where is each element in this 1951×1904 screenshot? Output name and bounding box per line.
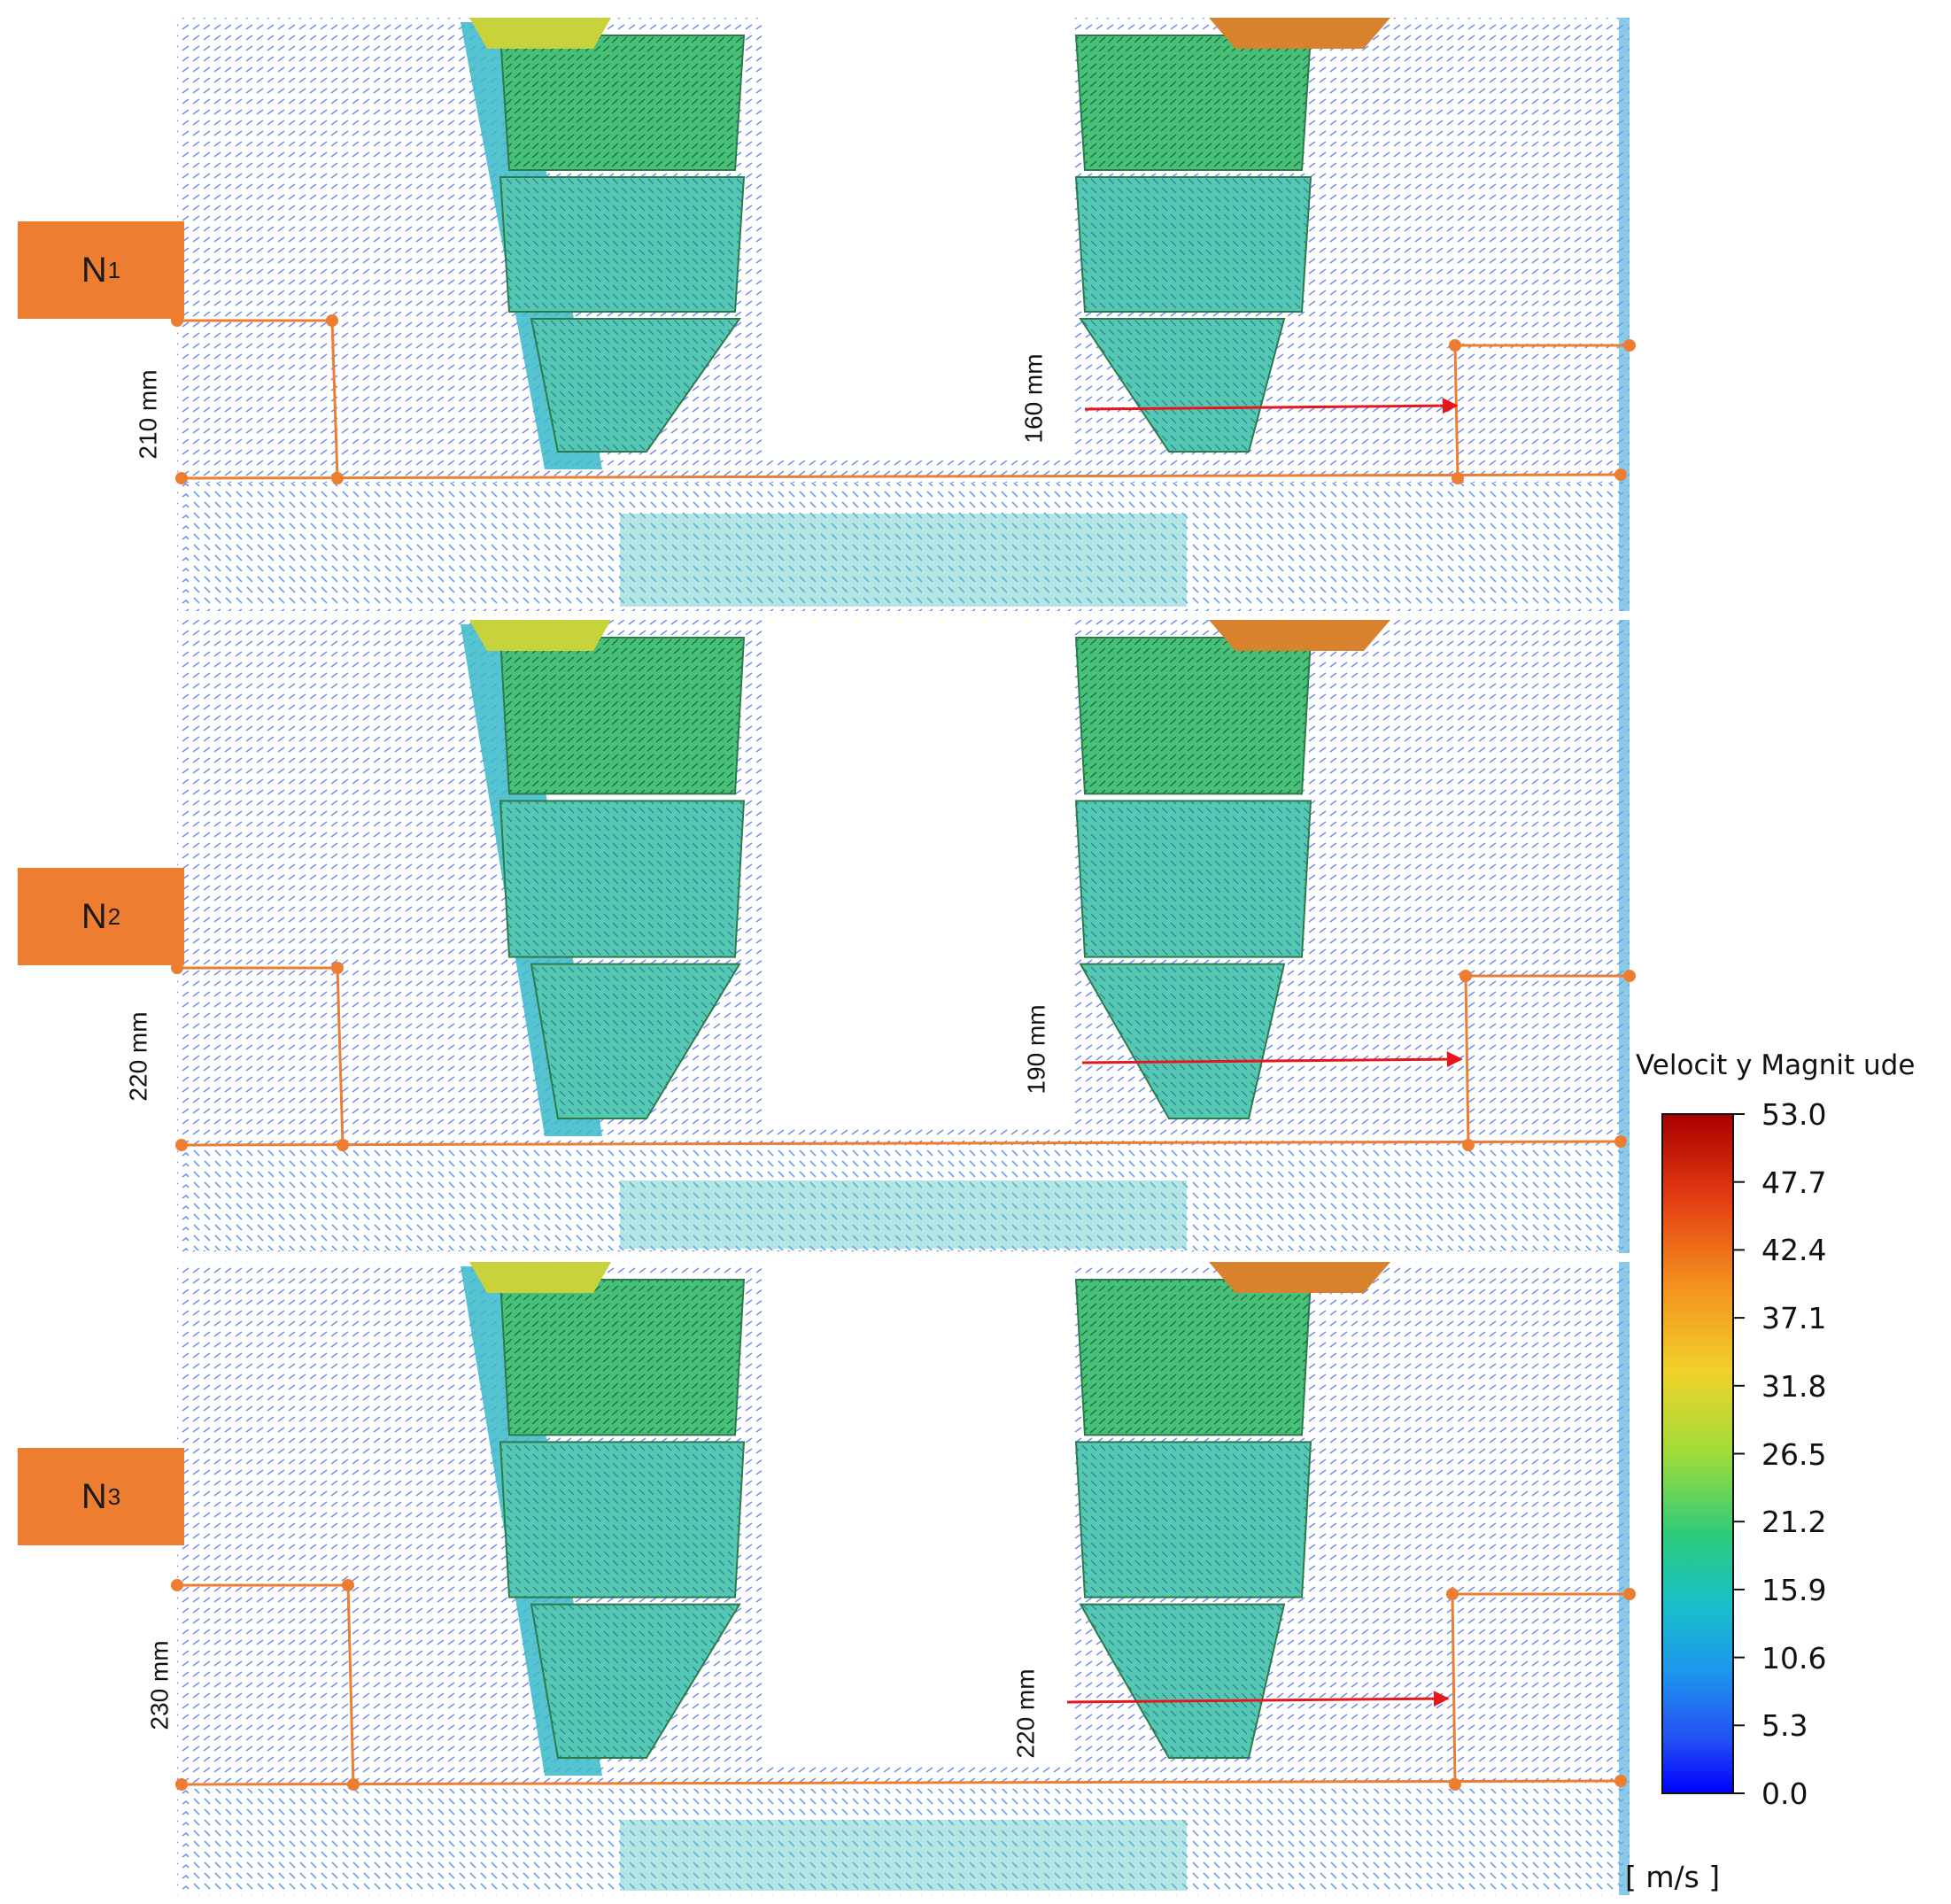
inlet-top-region [469, 1262, 611, 1293]
right-swirler-stage [1074, 1441, 1312, 1598]
central-jet-region [620, 1820, 1187, 1891]
dimension-lines [171, 314, 1636, 484]
inlet-top-region [469, 18, 611, 49]
panel-label-main: N [81, 1476, 107, 1516]
lower-flow-region [186, 1149, 1621, 1250]
central-jet-region [620, 1180, 1187, 1249]
legend-title: Velocit y Magnit ude [1636, 1049, 1916, 1081]
left-dimension-label: 220 mm [124, 1011, 152, 1102]
central-gap [762, 1262, 1072, 1767]
right-wall-flow [1619, 620, 1630, 1253]
legend-unit: [ m/s ] [1625, 1860, 1721, 1894]
left-swirler-stage [530, 318, 741, 453]
panel-label-subscript: 2 [107, 902, 121, 930]
left-swirler-stage [499, 1441, 746, 1598]
colorbar-tick-label: 26.5 [1761, 1436, 1827, 1472]
left-dimension-label: 230 mm [145, 1640, 174, 1730]
central-gap [762, 18, 1072, 461]
colorbar-tick-label: 10.6 [1761, 1640, 1827, 1676]
colorbar-tick-label: 31.8 [1761, 1368, 1827, 1404]
left-swirler-stage [499, 800, 746, 958]
colorbar-tick-label: 42.4 [1761, 1233, 1827, 1268]
right-swirler-stage [1079, 963, 1286, 1119]
left-swirler-stage [499, 637, 746, 795]
lower-flow-region [186, 1789, 1621, 1892]
right-swirler-stage [1074, 176, 1312, 313]
colorbar-gradient [1661, 1113, 1734, 1794]
right-dimension-label: 190 mm [1022, 1004, 1050, 1095]
right-wall-flow [1619, 1262, 1630, 1895]
panel-1 [171, 18, 1636, 611]
colorbar-tick-label: 0.0 [1761, 1776, 1808, 1811]
left-swirler-stage [499, 176, 746, 313]
left-swirler-stage [530, 963, 741, 1119]
left-swirler-stage [530, 1603, 741, 1759]
colorbar-tick-label: 53.0 [1761, 1097, 1827, 1132]
colorbar-tick-label: 37.1 [1761, 1301, 1827, 1336]
panel-label-subscript: 1 [107, 256, 121, 283]
central-gap [762, 620, 1072, 1127]
colorbar-tick-label: 21.2 [1761, 1505, 1827, 1540]
red-arrow [1084, 398, 1459, 414]
lower-flow-region [186, 483, 1621, 608]
panel-label-main: N [81, 896, 107, 936]
dimension-lines [171, 1579, 1636, 1791]
red-arrow [1081, 1051, 1463, 1068]
red-arrow [1066, 1691, 1450, 1707]
right-swirler-stage [1074, 637, 1312, 795]
high-velocity-region [1209, 1262, 1390, 1293]
right-swirler-stage [1074, 800, 1312, 958]
colorbar-tick-label: 5.3 [1761, 1708, 1808, 1744]
velocity-colorbar [1661, 1113, 1745, 1794]
left-swirler-stage [499, 35, 746, 171]
inlet-top-region [469, 620, 611, 651]
left-swirler-stage [499, 1279, 746, 1436]
dimension-lines [171, 962, 1636, 1151]
right-wall-flow [1619, 18, 1630, 611]
right-dimension-label: 220 mm [1011, 1668, 1040, 1759]
right-swirler-stage [1074, 35, 1312, 171]
high-velocity-region [1209, 620, 1390, 651]
panel-label-main: N [81, 250, 107, 290]
panel-2 [171, 620, 1636, 1253]
colorbar-tick-label: 47.7 [1761, 1165, 1827, 1200]
right-swirler-stage [1074, 1279, 1312, 1436]
high-velocity-region [1209, 18, 1390, 49]
panel-3 [171, 1262, 1636, 1895]
right-dimension-label: 160 mm [1019, 353, 1048, 444]
panel-label-subscript: 3 [107, 1482, 121, 1510]
central-jet-region [620, 514, 1187, 607]
colorbar-tick-label: 15.9 [1761, 1572, 1827, 1607]
right-swirler-stage [1079, 1603, 1286, 1759]
left-dimension-label: 210 mm [134, 369, 162, 460]
